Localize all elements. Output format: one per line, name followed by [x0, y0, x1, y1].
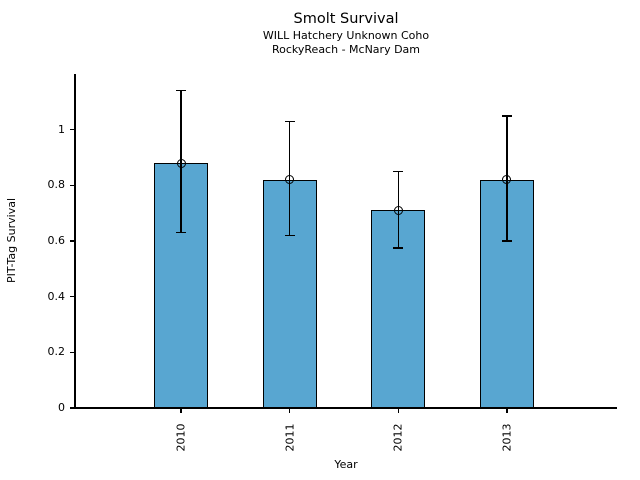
chart-subtitle-line-1: WILL Hatchery Unknown Coho — [262, 29, 430, 42]
y-tick — [69, 296, 75, 298]
x-tick — [397, 408, 399, 413]
y-axis-label-wrap: PIT-Tag Survival — [2, 155, 20, 325]
y-tick — [69, 351, 75, 353]
y-tick — [69, 407, 75, 409]
error-bar-cap-upper — [284, 120, 295, 123]
x-tick-label: 2011 — [283, 423, 297, 451]
x-tick-label: 2013 — [500, 423, 514, 451]
y-tick-label: 0.2 — [47, 345, 66, 359]
x-tick — [180, 408, 182, 413]
data-point-marker — [502, 175, 512, 185]
data-point-marker — [176, 158, 186, 168]
x-tick-label: 2010 — [174, 423, 188, 451]
y-tick-label: 0.4 — [47, 289, 66, 303]
x-tick-label-wrap: 2010 — [173, 417, 189, 457]
y-tick-label: 0 — [58, 401, 65, 414]
x-tick-label-wrap: 2013 — [499, 417, 515, 457]
chart-subtitle-line-2: RockyReach - McNary Dam — [271, 43, 421, 56]
title-block: Smolt Survival WILL Hatchery Unknown Coh… — [75, 10, 617, 57]
x-tick — [289, 408, 291, 413]
y-tick — [69, 240, 75, 242]
error-bar-cap-lower — [284, 234, 295, 237]
y-tick-label: 1 — [58, 122, 65, 136]
chart-title: Smolt Survival — [293, 11, 399, 27]
y-tick-label: 0.8 — [47, 178, 66, 192]
x-tick — [506, 408, 508, 413]
y-axis-spine — [74, 74, 76, 408]
y-tick — [69, 184, 75, 186]
x-tick-label-wrap: 2012 — [390, 417, 406, 457]
bar-2013 — [479, 179, 534, 408]
x-axis-spine — [74, 407, 617, 409]
error-bar-cap-lower — [501, 240, 512, 242]
error-bar-cap-upper — [176, 89, 186, 92]
error-bar-cap-lower — [176, 231, 186, 234]
error-bar-cap-upper — [501, 115, 512, 117]
data-point-marker — [285, 175, 295, 185]
y-axis-label: PIT-Tag Survival — [4, 197, 18, 283]
y-tick — [69, 129, 75, 131]
x-tick-label-wrap: 2011 — [282, 417, 298, 457]
x-tick-label: 2012 — [391, 423, 405, 451]
plot-area: 0 0.2 0.4 0.6 0.8 1 2010 2011 2012 2013 — [48, 74, 617, 451]
x-axis-label: Year — [334, 458, 358, 471]
y-tick-label: 0.6 — [47, 234, 66, 247]
error-bar-cap-lower — [393, 247, 404, 249]
data-point-marker — [393, 205, 403, 215]
error-bar-cap-upper — [393, 170, 404, 173]
